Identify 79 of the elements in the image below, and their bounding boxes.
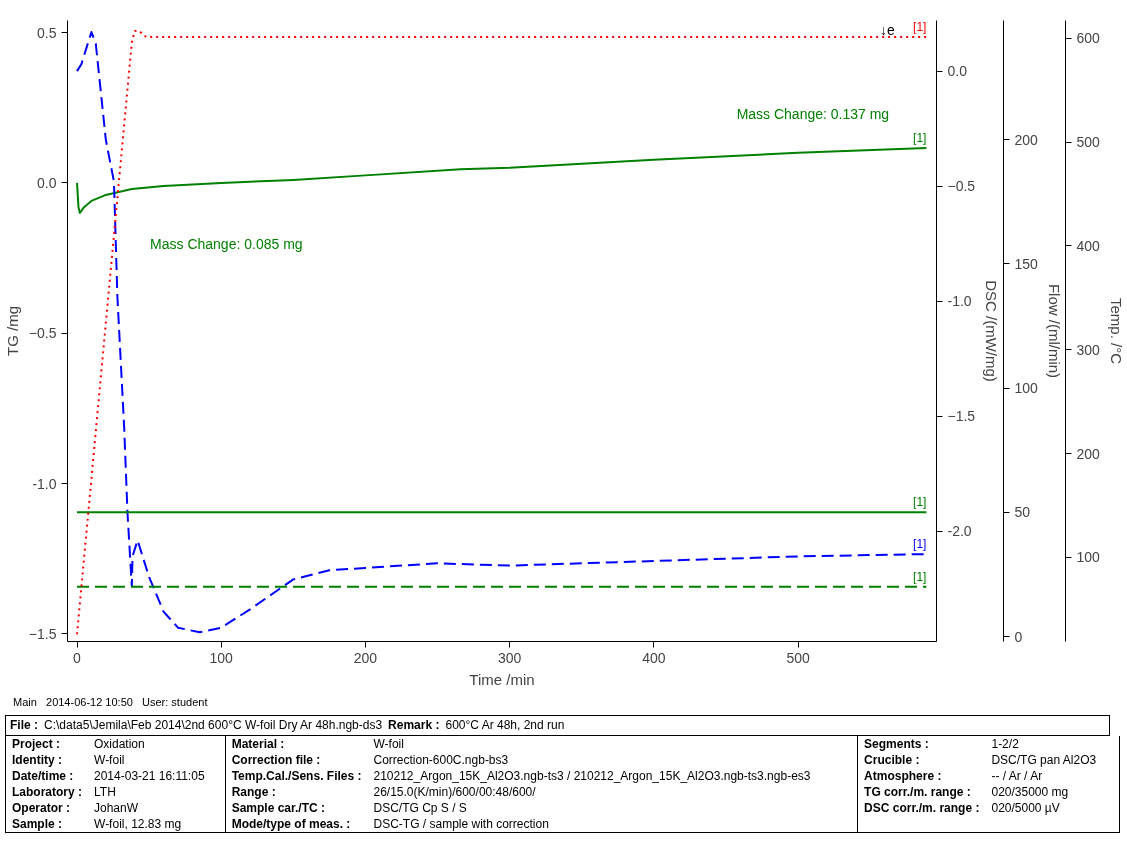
text: 600°C Ar 48h, 2nd run (445, 717, 565, 732)
annotation: Mass Change: 0.085 mg (150, 236, 303, 253)
text: Sample car./TC : (230, 799, 327, 816)
y3-tick-label: 150 (1014, 255, 1039, 272)
y-tick-label: −0.5 (28, 325, 57, 342)
text: Oxidation (93, 735, 146, 752)
text: Mode/type of meas. : (230, 815, 352, 832)
text: Material : (230, 735, 286, 752)
text: DSC/TG pan Al2O3 (990, 751, 1098, 768)
y-axis-title: TG /mg (3, 305, 21, 356)
text: W-foil, 12.83 mg (93, 815, 183, 832)
y2-tick-label: 0.0 (947, 63, 968, 80)
y3-tick-label: 100 (1014, 380, 1039, 397)
y-tick-label: 600 (1076, 30, 1101, 47)
text: Project : (11, 735, 61, 752)
text: 020/5000 µV (990, 799, 1061, 816)
annotation: ↓e (880, 21, 896, 38)
y-tick-label: 300 (1076, 341, 1101, 358)
y3-tick-label: 200 (1014, 131, 1039, 148)
text: DSC corr./m. range : (863, 799, 981, 816)
text: JohanW (93, 799, 140, 816)
text: Crucible : (863, 751, 921, 768)
annotation: [1] (913, 131, 927, 146)
text: W-foil (372, 735, 405, 752)
text: 26/15.0(K/min)/600/00:48/600/ (372, 783, 537, 800)
y3-tick-label: 0 (1014, 628, 1023, 645)
annotation: [1] (913, 537, 927, 552)
y-tick-label: 200 (1076, 445, 1101, 462)
text: -- / Ar / Ar (990, 767, 1044, 784)
y2-tick-label: −0.5 (947, 178, 976, 195)
text: C:\data5\Jemila\Feb 2014\2nd 600°C W-foil Dry Ar 48h.ngb-ds3 (44, 717, 383, 732)
y-tick-label: -1.0 (32, 475, 57, 492)
x-tick-label: 400 (642, 649, 666, 666)
y-axis-title: Temp. /°C (1107, 297, 1125, 365)
x-tick-label: 500 (786, 649, 810, 666)
annotation: [1] (913, 569, 927, 584)
text: 210212_Argon_15K_Al2O3.ngb-ts3 / 210212_Argon_15K_Al2O3.ngb-ts3.ngb-es3 (372, 767, 812, 784)
x-tick-label: 0 (73, 649, 82, 666)
annotation: [1] (913, 20, 927, 35)
text: Correction-600C.ngb-bs3 (372, 751, 510, 768)
x-axis-title: Time /min (469, 670, 535, 688)
y2-tick-label: -2.0 (947, 523, 972, 540)
text: Identity : (11, 751, 63, 768)
x-tick-label: 300 (497, 649, 522, 666)
text: 1-2/2 (990, 735, 1020, 752)
text: Segments : (863, 735, 930, 752)
y2-tick-label: −1.5 (947, 408, 976, 425)
text: File : (10, 717, 39, 732)
text: Laboratory : (11, 783, 83, 800)
y-tick-label: 100 (1076, 549, 1101, 566)
text: Correction file : (230, 751, 322, 768)
text: Temp.Cal./Sens. Files : (230, 767, 363, 784)
annotation: Mass Change: 0.137 mg (736, 105, 890, 122)
y2-axis-title: DSC /(mW/mg) (983, 280, 1001, 382)
text: Main 2014-06-12 10:50 User: student (12, 695, 209, 710)
x-tick-label: 200 (353, 649, 378, 666)
y-tick-label: 400 (1076, 237, 1101, 254)
y-tick-label: 0.0 (37, 174, 57, 191)
text: 020/35000 mg (990, 783, 1070, 800)
x-tick-label: 100 (209, 649, 234, 666)
text: W-foil (93, 751, 126, 768)
y3-axis-title: Flow /(ml/min) (1045, 283, 1063, 379)
text: Operator : (11, 799, 71, 816)
text: Atmosphere : (863, 767, 943, 784)
text: Date/time : (11, 767, 75, 784)
annotation: [1] (913, 495, 927, 510)
y-tick-label: 0.5 (37, 24, 57, 41)
y-tick-label: −1.5 (28, 625, 57, 642)
text: 2014-03-21 16:11:05 (93, 767, 206, 784)
text: Sample : (11, 815, 63, 832)
y-tick-label: 500 (1076, 134, 1101, 150)
y3-tick-label: 50 (1014, 504, 1031, 521)
text: DSC/TG Cp S / S (372, 799, 468, 816)
text: LTH (93, 783, 117, 800)
text: TG corr./m. range : (863, 783, 972, 800)
text: Range : (230, 783, 277, 800)
text: DSC-TG / sample with correction (372, 815, 550, 832)
y2-tick-label: -1.0 (947, 293, 972, 310)
text: Remark : (388, 717, 440, 732)
